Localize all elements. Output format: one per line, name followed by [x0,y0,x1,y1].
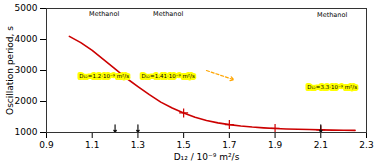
svg-text:D₁₂ / 10⁻⁹ m²/s: D₁₂ / 10⁻⁹ m²/s [174,152,240,162]
svg-text:D₁₂=3.3·10⁻⁹ m²/s: D₁₂=3.3·10⁻⁹ m²/s [307,84,357,90]
svg-text:0.9: 0.9 [39,140,54,150]
svg-text:Methanol: Methanol [317,11,347,19]
svg-text:3000: 3000 [15,65,38,75]
svg-text:Methanol: Methanol [89,10,119,18]
svg-text:5000: 5000 [15,3,38,13]
svg-text:1.7: 1.7 [222,140,236,150]
svg-text:D₁₂=1.41·10⁻⁹ m²/s: D₁₂=1.41·10⁻⁹ m²/s [141,73,195,79]
svg-text:1.9: 1.9 [268,140,283,150]
svg-text:2.3: 2.3 [359,140,373,150]
svg-text:1.3: 1.3 [131,140,145,150]
svg-text:Methanol: Methanol [153,10,183,18]
svg-text:4000: 4000 [15,34,38,44]
svg-text:1000: 1000 [15,127,38,137]
svg-text:Oscillation period, s: Oscillation period, s [5,26,15,115]
svg-text:2000: 2000 [15,96,38,106]
svg-text:D₁₂=1.2·10⁻⁹ m²/s: D₁₂=1.2·10⁻⁹ m²/s [79,73,129,79]
svg-text:1.5: 1.5 [176,140,190,150]
svg-text:1.1: 1.1 [85,140,99,150]
svg-text:2.1: 2.1 [314,140,328,150]
